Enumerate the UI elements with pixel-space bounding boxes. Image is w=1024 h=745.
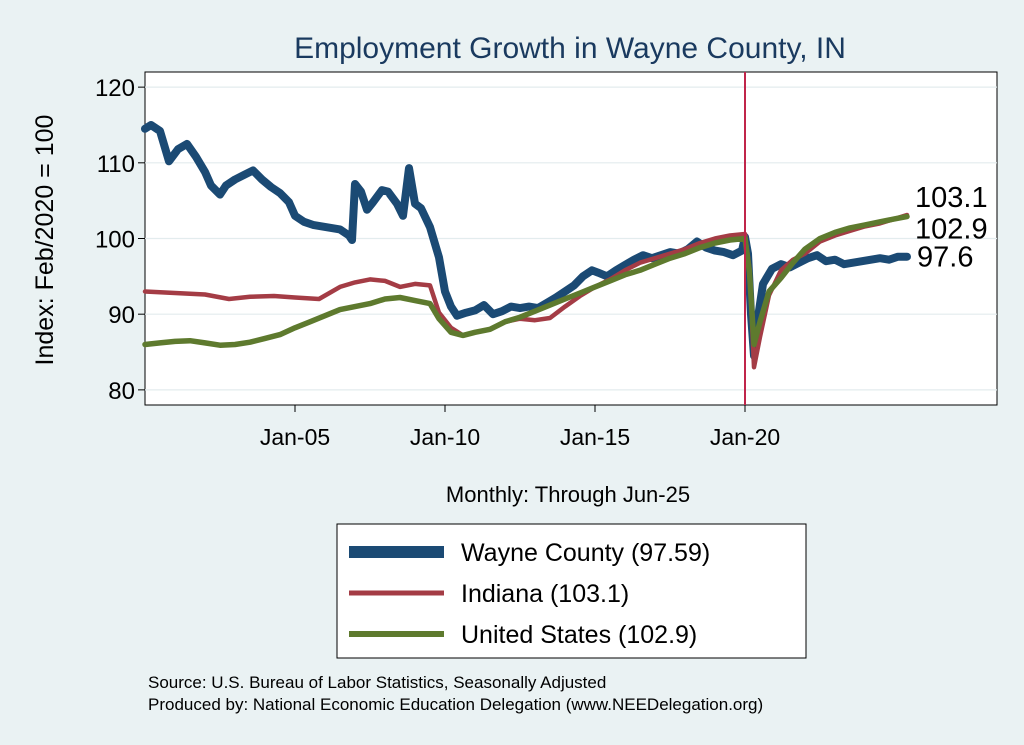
end-label-indiana: 103.1 bbox=[915, 182, 988, 214]
series-line-united-states bbox=[142, 213, 910, 348]
x-tick-label: Jan-05 bbox=[260, 424, 330, 450]
x-tick-label: Jan-20 bbox=[710, 424, 780, 450]
legend: Wayne County (97.59) Indiana (103.1) Unite… bbox=[349, 539, 710, 649]
legend-label-united-states: United States (102.9) bbox=[461, 621, 697, 649]
y-tick-label: 80 bbox=[108, 378, 135, 405]
y-tick-label: 120 bbox=[95, 75, 135, 102]
x-tick-label: Jan-15 bbox=[560, 424, 630, 450]
y-tick-label: 90 bbox=[108, 302, 135, 329]
end-label-wayne-county: 97.6 bbox=[917, 242, 973, 274]
series-lines bbox=[141, 121, 911, 370]
x-tick-label: Jan-10 bbox=[410, 424, 480, 450]
produced-note: Produced by: National Economic Education… bbox=[148, 695, 763, 714]
y-axis-label: Index: Feb/2020 = 100 bbox=[31, 115, 59, 366]
grid-lines bbox=[145, 86, 997, 391]
legend-label-indiana: Indiana (103.1) bbox=[461, 580, 629, 608]
y-tick-label: 110 bbox=[97, 151, 135, 178]
series-line-indiana bbox=[142, 212, 910, 370]
y-tick-label: 100 bbox=[95, 227, 135, 254]
chart-title: Employment Growth in Wayne County, IN bbox=[294, 32, 846, 65]
end-label-united-states: 102.9 bbox=[915, 214, 988, 246]
source-note: Source: U.S. Bureau of Labor Statistics,… bbox=[148, 673, 606, 692]
series-line-wayne-county bbox=[141, 121, 911, 360]
axes: 80 90 100 110 120 Jan-05 Jan-10 Jan-15 Jan-20 bbox=[95, 75, 780, 450]
legend-label-wayne-county: Wayne County (97.59) bbox=[461, 539, 710, 567]
x-axis-label: Monthly: Through Jun-25 bbox=[446, 482, 690, 507]
